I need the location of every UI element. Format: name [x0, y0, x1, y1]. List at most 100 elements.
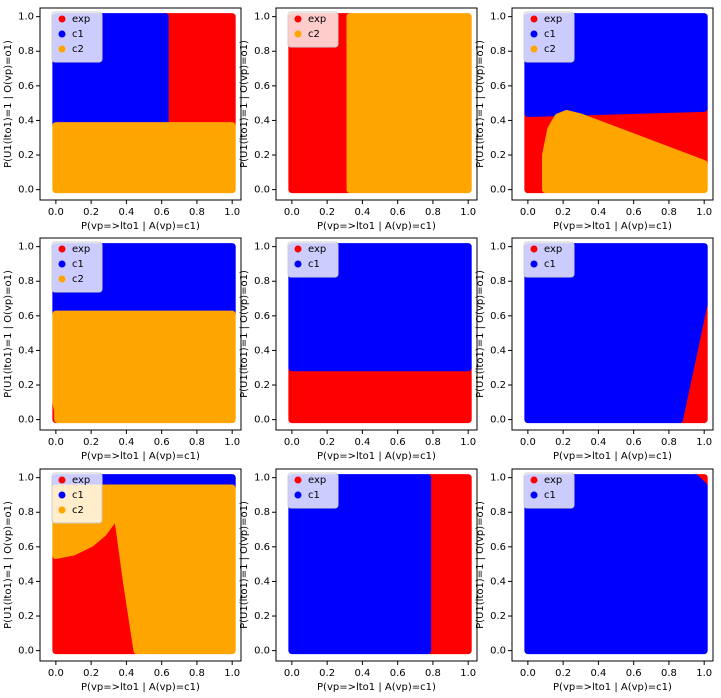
- x-tick-label: 0.4: [590, 207, 606, 218]
- subplot: 0.0 0.2 0.4 0.6 0.8 1.0 0.0 0.2 0.4 0.6 0.8 1.0 P(vp…: [3, 468, 242, 693]
- y-tick-label: 1.0: [490, 242, 506, 253]
- x-tick-label: 0.6: [154, 668, 170, 679]
- x-tick-label: 1.0: [696, 207, 712, 218]
- y-axis-label: P(U1(lto1)=1 | O(vp)=o1): [3, 270, 14, 398]
- y-tick-label: 0.2: [18, 150, 34, 161]
- legend-label: c1: [72, 259, 84, 270]
- y-tick-label: 0.0: [18, 415, 34, 426]
- y-tick-label: 0.4: [490, 345, 506, 356]
- y-tick-label: 0.6: [490, 81, 506, 92]
- axes-frame: [511, 237, 714, 431]
- y-tick-label: 0.4: [254, 115, 270, 126]
- y-axis-label: P(U1(lto1)=1 | O(vp)=o1): [475, 40, 486, 168]
- legend-marker: [58, 260, 66, 268]
- axes-frame: [511, 468, 714, 662]
- x-axis-label: P(vp=>lto1 | A(vp)=c1): [81, 682, 200, 693]
- legend-marker: [294, 30, 302, 38]
- x-axis-label: P(vp=>lto1 | A(vp)=c1): [317, 682, 436, 693]
- x-tick-label: 0.2: [83, 668, 99, 679]
- legend-label: c2: [308, 29, 320, 40]
- y-tick-label: 0.4: [18, 345, 34, 356]
- x-tick-label: 0.0: [284, 668, 300, 679]
- y-tick-label: 0.4: [254, 345, 270, 356]
- x-tick-label: 0.0: [520, 207, 536, 218]
- legend-marker: [530, 30, 538, 38]
- x-tick-label: 0.0: [284, 207, 300, 218]
- y-tick-label: 0.8: [490, 46, 506, 57]
- y-tick-label: 0.4: [490, 576, 506, 587]
- x-tick-label: 0.0: [48, 668, 64, 679]
- legend-marker: [294, 15, 302, 23]
- y-tick-label: 0.2: [254, 380, 270, 391]
- legend-marker: [58, 275, 66, 283]
- subplot: 0.0 0.2 0.4 0.6 0.8 1.0 0.0 0.2 0.4 0.6 0.8 1.0 P(vp…: [3, 237, 242, 462]
- y-tick-label: 0.6: [254, 311, 270, 322]
- legend-marker: [294, 260, 302, 268]
- y-tick-label: 0.8: [18, 276, 34, 287]
- x-tick-label: 1.0: [460, 668, 476, 679]
- x-axis-label: P(vp=>lto1 | A(vp)=c1): [317, 451, 436, 462]
- legend-label: exp: [544, 14, 562, 25]
- y-axis-label: P(U1(lto1)=1 | O(vp)=o1): [239, 501, 250, 629]
- y-tick-label: 0.8: [254, 46, 270, 57]
- x-axis-label: P(vp=>lto1 | A(vp)=c1): [553, 451, 672, 462]
- y-axis-label: P(U1(lto1)=1 | O(vp)=o1): [239, 40, 250, 168]
- legend-marker: [58, 476, 66, 484]
- legend-marker: [58, 45, 66, 53]
- y-tick-label: 0.2: [254, 150, 270, 161]
- y-tick-label: 0.0: [18, 185, 34, 196]
- y-axis-label: P(U1(lto1)=1 | O(vp)=o1): [3, 501, 14, 629]
- y-tick-label: 0.0: [490, 185, 506, 196]
- legend-label: exp: [308, 475, 326, 486]
- y-tick-label: 1.0: [18, 12, 34, 23]
- y-tick-label: 0.0: [254, 185, 270, 196]
- x-axis-label: P(vp=>lto1 | A(vp)=c1): [81, 451, 200, 462]
- legend-label: c2: [72, 44, 84, 55]
- y-tick-label: 0.2: [18, 611, 34, 622]
- legend-marker: [294, 476, 302, 484]
- x-tick-label: 0.6: [390, 437, 406, 448]
- y-tick-label: 0.6: [18, 542, 34, 553]
- x-tick-label: 1.0: [696, 668, 712, 679]
- x-tick-label: 0.6: [154, 437, 170, 448]
- y-tick-label: 0.0: [490, 646, 506, 657]
- x-tick-label: 0.6: [626, 668, 642, 679]
- y-tick-label: 0.8: [490, 507, 506, 518]
- y-tick-label: 0.8: [254, 276, 270, 287]
- x-tick-label: 0.0: [48, 437, 64, 448]
- y-tick-label: 0.2: [490, 380, 506, 391]
- y-tick-label: 0.2: [490, 611, 506, 622]
- legend-marker: [58, 30, 66, 38]
- subplot: 0.0 0.2 0.4 0.6 0.8 1.0 0.0 0.2 0.4 0.6 0.8 1.0 P(vp…: [239, 468, 478, 693]
- x-tick-label: 1.0: [696, 437, 712, 448]
- x-tick-label: 1.0: [224, 207, 240, 218]
- legend-marker: [530, 15, 538, 23]
- y-tick-label: 1.0: [490, 473, 506, 484]
- x-axis-label: P(vp=>lto1 | A(vp)=c1): [553, 682, 672, 693]
- y-tick-label: 0.6: [254, 542, 270, 553]
- x-tick-label: 0.2: [83, 207, 99, 218]
- axes-frame: [39, 468, 242, 662]
- axes-frame: [275, 237, 478, 431]
- subplot: 0.0 0.2 0.4 0.6 0.8 1.0 0.0 0.2 0.4 0.6 0.8 1.0 P(vp…: [475, 7, 714, 232]
- y-tick-label: 0.2: [254, 611, 270, 622]
- y-tick-label: 0.8: [490, 276, 506, 287]
- region: [424, 474, 472, 655]
- x-tick-label: 0.0: [284, 437, 300, 448]
- legend-marker: [294, 491, 302, 499]
- x-tick-label: 0.6: [390, 207, 406, 218]
- y-tick-label: 0.2: [18, 380, 34, 391]
- legend-marker: [58, 506, 66, 514]
- x-tick-label: 1.0: [460, 207, 476, 218]
- x-tick-label: 0.8: [425, 668, 441, 679]
- axes-frame: [511, 7, 714, 201]
- region: [52, 484, 236, 655]
- y-tick-label: 0.0: [254, 646, 270, 657]
- y-tick-label: 1.0: [254, 473, 270, 484]
- x-tick-label: 0.4: [118, 437, 134, 448]
- y-tick-label: 0.6: [254, 81, 270, 92]
- y-tick-label: 0.0: [490, 415, 506, 426]
- x-tick-label: 0.6: [626, 207, 642, 218]
- legend-label: c2: [72, 274, 84, 285]
